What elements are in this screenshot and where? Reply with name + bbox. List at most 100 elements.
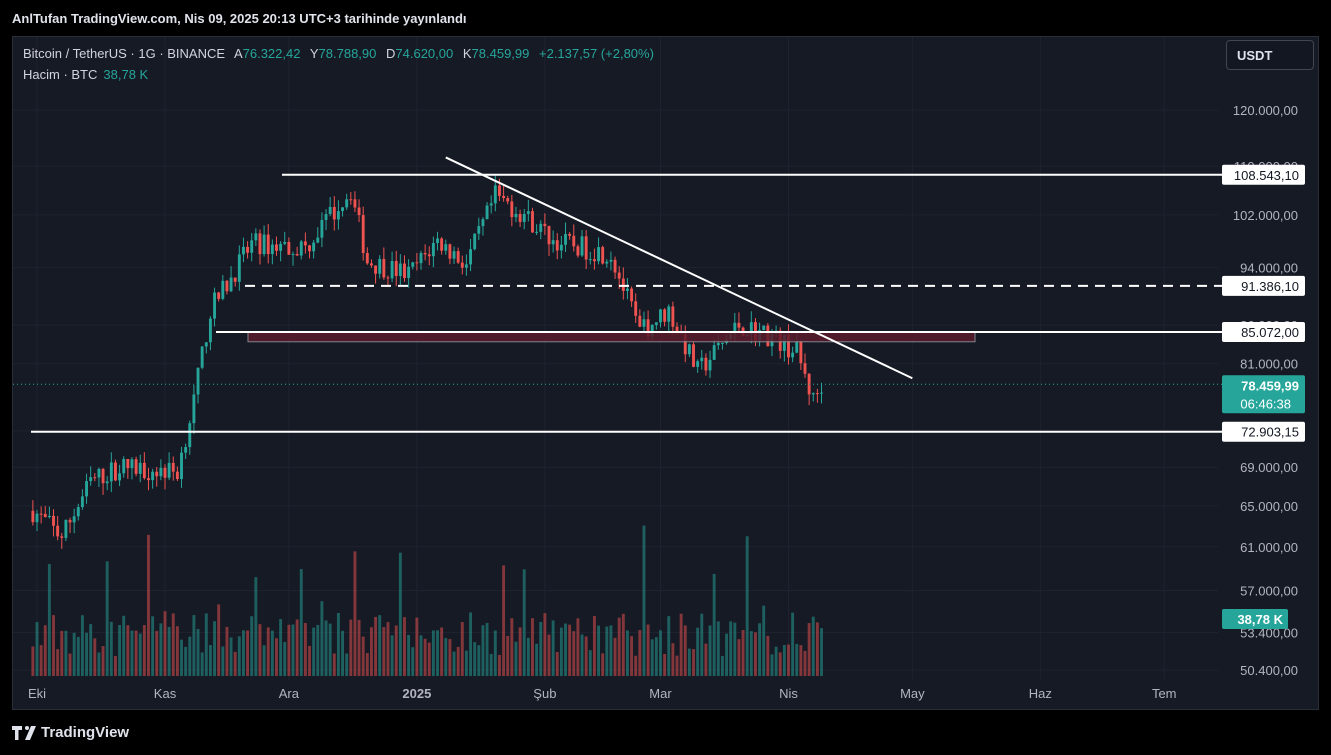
candle-body: [514, 213, 518, 218]
candle-body: [258, 233, 262, 255]
candle-body: [485, 205, 489, 220]
volume-bar: [43, 625, 47, 676]
volume-bar: [539, 621, 543, 676]
volume-bar: [749, 631, 753, 676]
candle-body: [386, 277, 390, 279]
candle-body: [687, 344, 691, 355]
open-label: A: [233, 46, 243, 61]
candle-body: [543, 223, 547, 227]
candle-body: [233, 277, 237, 282]
candle-body: [130, 459, 134, 469]
candle-body: [287, 241, 291, 255]
candle-body: [626, 288, 629, 291]
time-axis-label: Tem: [1152, 686, 1177, 701]
candle-body: [638, 315, 642, 327]
candle-body: [221, 280, 225, 299]
volume-bar: [130, 630, 134, 676]
volume-bar: [568, 624, 572, 676]
volume-bar: [60, 630, 64, 676]
volume-bar: [803, 650, 807, 676]
volume-bar: [254, 577, 258, 676]
candle-body: [667, 306, 671, 322]
volume-bar: [489, 653, 493, 676]
volume-bar: [109, 621, 113, 676]
candle-body: [700, 357, 704, 362]
volume-bar: [126, 625, 130, 676]
volume-bar: [820, 628, 823, 676]
volume-legend[interactable]: Hacim · BTC 38,78 K: [23, 67, 148, 82]
candle-body: [654, 322, 658, 326]
candle-body: [60, 536, 64, 538]
candle-body: [613, 259, 617, 273]
volume-bar: [448, 639, 452, 676]
volume-bar: [510, 618, 514, 676]
volume-bar: [291, 624, 295, 676]
candle-body: [720, 342, 724, 344]
volume-bar: [431, 630, 435, 676]
candle-body: [370, 263, 373, 266]
candle-body: [171, 462, 175, 472]
volume-bar: [357, 619, 361, 676]
volume-bar: [671, 643, 675, 676]
candle-body: [704, 357, 708, 371]
symbol-name[interactable]: Bitcoin / TetherUS · 1G · BINANCE: [23, 46, 226, 61]
candle-body: [394, 261, 398, 277]
volume-bar: [419, 635, 423, 676]
candle-body: [246, 246, 250, 253]
candle-body: [464, 264, 468, 268]
volume-bars: [31, 525, 823, 676]
candle-body: [200, 346, 204, 368]
last-price-tag-bg: [1222, 375, 1305, 414]
volume-bar: [452, 651, 456, 676]
candle-body: [559, 244, 563, 251]
candle-body: [357, 207, 361, 216]
candle-body: [105, 481, 109, 484]
candle-body: [361, 215, 365, 254]
time-axis-label: Şub: [533, 686, 556, 701]
volume-bar: [535, 643, 539, 676]
candle-body: [498, 185, 501, 196]
tradingview-brand[interactable]: TradingView: [12, 724, 129, 741]
candle-body: [580, 236, 584, 256]
candle-body: [390, 261, 394, 279]
volume-bar: [469, 612, 472, 676]
candle-body: [217, 292, 221, 299]
candle-body: [72, 516, 76, 523]
descending-trendline: [445, 156, 913, 380]
candle-body: [440, 238, 444, 251]
currency-button[interactable]: USDT: [1226, 40, 1314, 70]
volume-value: 38,78 K: [103, 67, 149, 82]
volume-bar: [142, 625, 146, 676]
volume-bar: [514, 641, 518, 676]
volume-bar: [151, 616, 155, 676]
volume-bar: [778, 652, 782, 676]
candle-body: [448, 244, 452, 259]
candle-body: [481, 219, 485, 227]
volume-bar: [692, 649, 695, 676]
volume-bar: [155, 630, 159, 676]
volume-bar: [68, 653, 72, 676]
candle-body: [820, 392, 823, 394]
volume-bar: [138, 633, 142, 676]
symbol-legend[interactable]: Bitcoin / TetherUS · 1G · BINANCE A76.32…: [23, 46, 660, 61]
candle-body: [134, 459, 138, 474]
volume-bar: [642, 525, 646, 676]
volume-bar: [555, 652, 559, 676]
volume-bar: [270, 630, 274, 676]
time-axis-label: Eki: [28, 686, 46, 701]
volume-bar: [382, 627, 386, 676]
candle-body: [225, 280, 229, 292]
volume-bar: [386, 622, 390, 676]
candle-body: [35, 513, 39, 523]
volume-bar: [213, 621, 216, 676]
volume-bar: [720, 655, 724, 676]
volume-bar: [502, 565, 506, 676]
candle-body: [382, 258, 386, 278]
candle-countdown: 06:46:38: [1240, 396, 1291, 411]
candle-body: [642, 319, 646, 327]
volume-bar: [427, 642, 431, 676]
volume-bar: [564, 623, 567, 676]
candle-body: [692, 344, 695, 367]
candle-body: [97, 468, 101, 478]
